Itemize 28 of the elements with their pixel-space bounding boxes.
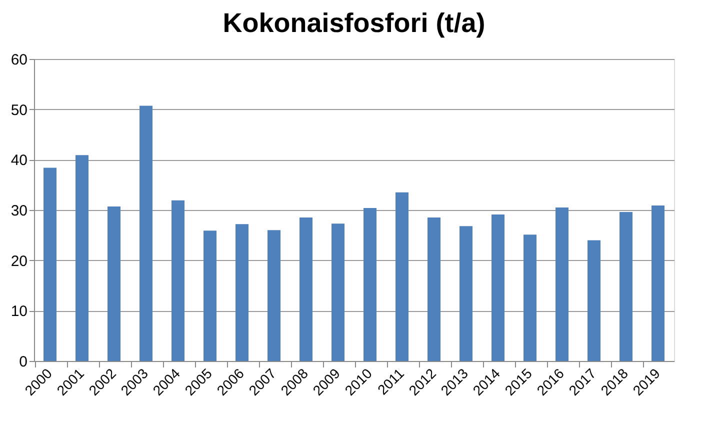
bar: [76, 155, 88, 361]
bar: [428, 218, 440, 361]
bar: [556, 207, 568, 361]
bar: [588, 240, 600, 361]
y-tick-label: 50: [10, 102, 28, 119]
bar: [140, 106, 152, 361]
y-tick-label: 30: [10, 202, 28, 220]
bar: [268, 230, 280, 361]
y-tick-label: 40: [10, 152, 28, 170]
bar: [620, 212, 632, 361]
y-tick-label: 0: [19, 354, 28, 370]
chart-title: Kokonaisfosfori (t/a): [222, 8, 486, 38]
bar: [204, 230, 216, 361]
bar: [524, 234, 536, 361]
bar: [44, 168, 56, 361]
bar: [300, 218, 312, 361]
bar: [172, 200, 184, 361]
y-tick-label: 60: [10, 52, 28, 68]
bar: [396, 192, 408, 361]
bar: [364, 208, 376, 361]
bar: [236, 224, 248, 361]
bar: [460, 226, 472, 361]
bar: [652, 205, 664, 361]
bar: [492, 214, 504, 361]
bar: [332, 224, 344, 361]
y-tick-label: 20: [10, 252, 28, 270]
y-tick-label: 10: [10, 303, 28, 320]
bar: [108, 206, 120, 361]
